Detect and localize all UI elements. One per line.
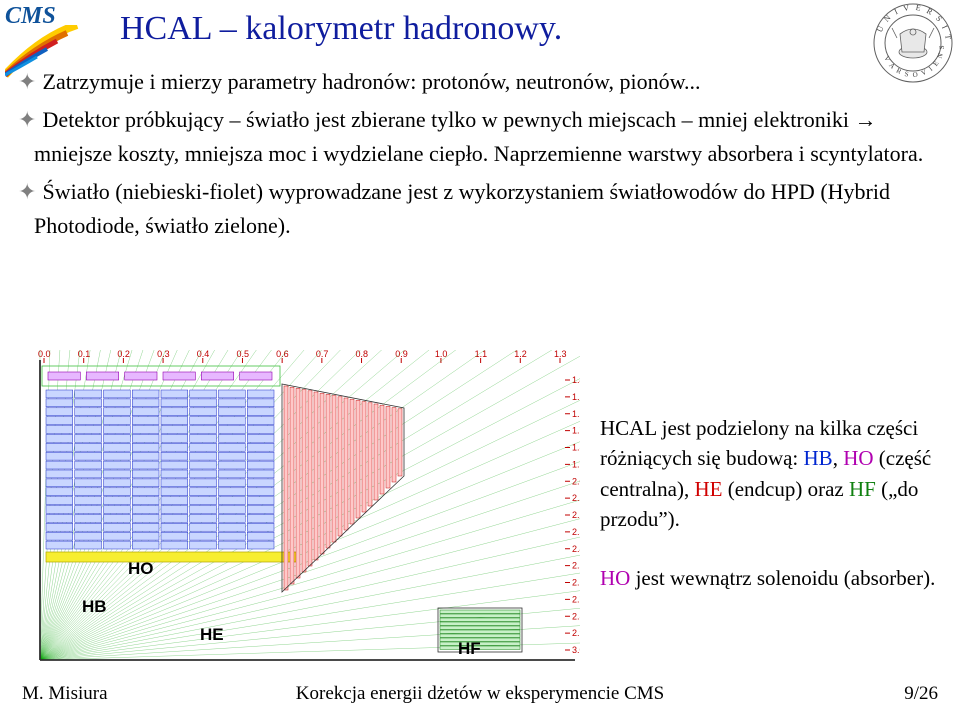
bullet-icon: ✦ xyxy=(18,179,43,204)
svg-text:2.2: 2.2 xyxy=(572,510,580,520)
svg-text:2.9: 2.9 xyxy=(572,628,580,638)
bullet-1-text: Zatrzymuje i mierzy parametry hadronów: … xyxy=(43,69,701,94)
svg-text:0.9: 0.9 xyxy=(395,350,408,359)
svg-text:2.5: 2.5 xyxy=(572,561,580,571)
svg-text:2.0: 2.0 xyxy=(572,476,580,486)
svg-text:0.4: 0.4 xyxy=(197,350,210,359)
right-text-block: HCAL jest podzielony na kilka części róż… xyxy=(600,392,940,614)
svg-text:HO: HO xyxy=(128,559,154,578)
svg-text:1.5: 1.5 xyxy=(572,392,580,402)
bullet-3-text: Światło (niebieski-fiolet) wyprowadzane … xyxy=(34,179,890,238)
svg-text:2.3: 2.3 xyxy=(572,527,580,537)
slide: CMS U N I V E R S I T A S V A R S O V I … xyxy=(0,0,960,711)
svg-text:2.4: 2.4 xyxy=(572,544,580,554)
svg-text:HE: HE xyxy=(200,625,224,644)
bullet-1: ✦ Zatrzymuje i mierzy parametry hadronów… xyxy=(18,65,936,99)
svg-text:1.8: 1.8 xyxy=(572,443,580,453)
bullet-2: ✦ Detektor próbkujący – światło jest zbi… xyxy=(18,103,936,171)
bullet-2-text: Detektor próbkujący – światło jest zbier… xyxy=(34,107,923,166)
bullet-icon: ✦ xyxy=(18,107,43,132)
hcal-diagram-svg: 0.00.10.20.30.40.50.60.70.80.91.01.11.21… xyxy=(20,350,580,670)
hcal-diagram: 0.00.10.20.30.40.50.60.70.80.91.01.11.21… xyxy=(20,350,580,670)
svg-text:1.3: 1.3 xyxy=(554,350,567,359)
svg-text:1.4: 1.4 xyxy=(572,375,580,385)
footer-page: 9/26 xyxy=(904,683,938,705)
svg-text:2.8: 2.8 xyxy=(572,611,580,621)
footer-author: M. Misiura xyxy=(22,683,108,705)
right-paragraph-2: HO jest wewnątrz solenoidu (absorber). xyxy=(600,563,940,593)
svg-text:0.8: 0.8 xyxy=(356,350,369,359)
svg-text:2.6: 2.6 xyxy=(572,578,580,588)
svg-text:3.0: 3.0 xyxy=(572,645,580,655)
slide-title: HCAL – kalorymetr hadronowy. xyxy=(120,10,562,48)
cms-logo: CMS xyxy=(5,3,85,30)
svg-text:HB: HB xyxy=(82,597,107,616)
bullet-icon: ✦ xyxy=(18,69,43,94)
svg-text:0.5: 0.5 xyxy=(236,350,249,359)
svg-text:HF: HF xyxy=(458,639,481,658)
svg-text:2.1: 2.1 xyxy=(572,493,580,503)
svg-text:1.1: 1.1 xyxy=(475,350,488,359)
svg-text:1.9: 1.9 xyxy=(572,459,580,469)
footer-title: Korekcja energii dżetów w eksperymencie … xyxy=(296,683,664,705)
svg-text:1.2: 1.2 xyxy=(514,350,527,359)
svg-text:2.7: 2.7 xyxy=(572,594,580,604)
svg-text:1.6: 1.6 xyxy=(572,409,580,419)
bullet-3: ✦ Światło (niebieski-fiolet) wyprowadzan… xyxy=(18,175,936,243)
right-paragraph-1: HCAL jest podzielony na kilka części róż… xyxy=(600,413,940,535)
svg-text:0.3: 0.3 xyxy=(157,350,170,359)
svg-text:0.6: 0.6 xyxy=(276,350,289,359)
body-text: ✦ Zatrzymuje i mierzy parametry hadronów… xyxy=(18,65,936,247)
svg-text:1.7: 1.7 xyxy=(572,426,580,436)
